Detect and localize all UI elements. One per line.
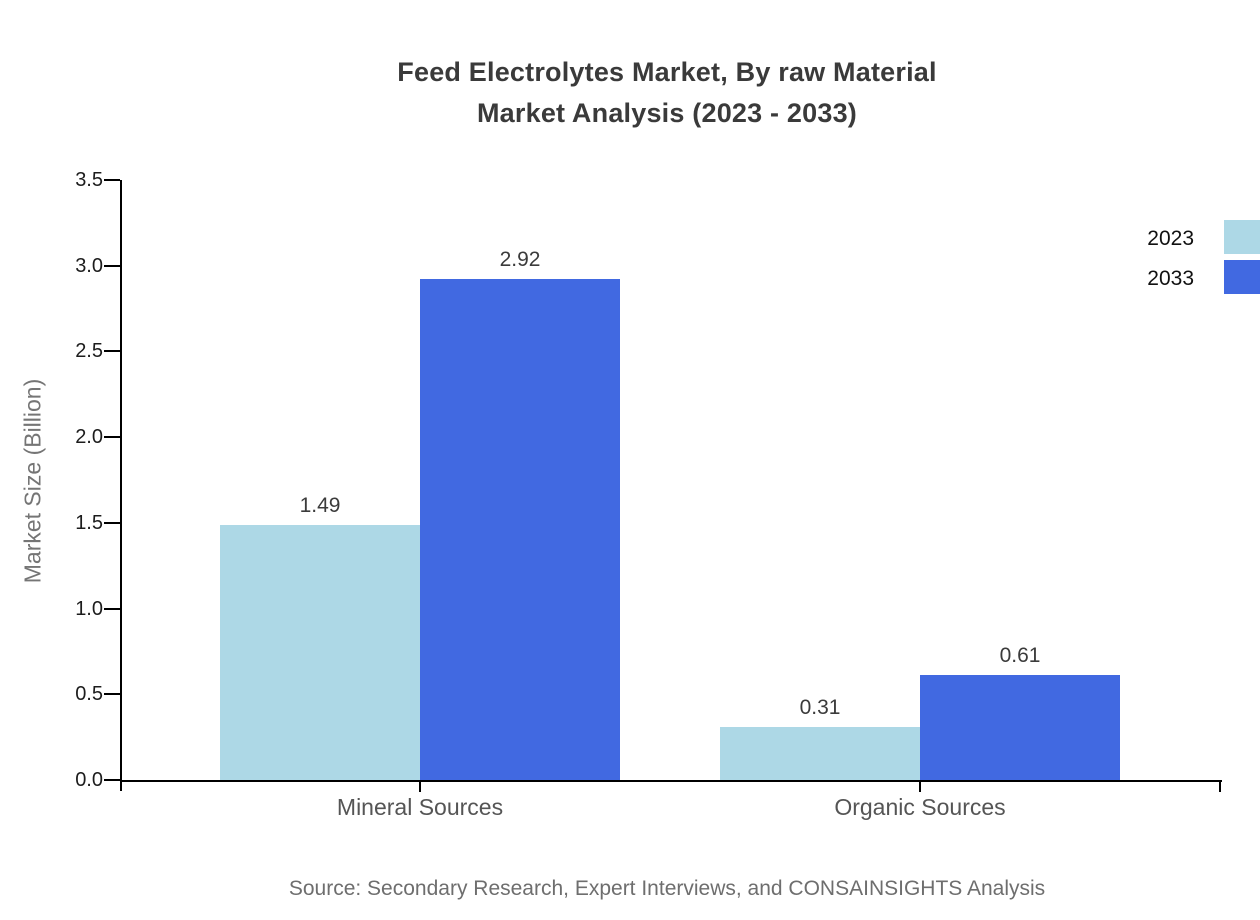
x-axis-spine: [120, 780, 1222, 782]
bar-value-label: 1.49: [299, 494, 341, 517]
bar-mineral-sources-2033: 2.92: [420, 248, 620, 780]
bar-value-label: 0.61: [999, 644, 1041, 667]
y-tick-label: 3.0: [75, 254, 103, 277]
bar-organic-sources-2023: 0.31: [720, 696, 920, 780]
x-tick-mark: [919, 782, 921, 792]
bar-mineral-sources-2023: 1.49: [220, 494, 420, 780]
bar-value-label: 0.31: [799, 696, 841, 719]
x-tick-mark: [1219, 782, 1221, 792]
bar-organic-sources-2033: 0.61: [920, 644, 1120, 780]
y-tick-mark: [104, 607, 120, 610]
y-tick-label: 2.0: [75, 426, 103, 449]
y-axis-title: Market Size (Billion): [19, 378, 46, 584]
y-tick-mark: [104, 179, 120, 181]
source-note: Source: Secondary Research, Expert Inter…: [288, 877, 1046, 900]
y-tick-mark: [104, 693, 120, 696]
y-tick-label: 0.5: [75, 683, 103, 706]
y-tick-label: 2.5: [75, 340, 103, 363]
y-tick-mark: [104, 264, 120, 267]
y-tick-label: 3.5: [75, 169, 103, 191]
chart-title-line2: Market Analysis (2023 - 2033): [476, 98, 857, 128]
x-category-label-organic-sources: Organic Sources: [834, 794, 1006, 820]
x-category-label-mineral-sources: Mineral Sources: [336, 794, 504, 820]
x-tick-mark: [419, 782, 421, 792]
y-tick-mark: [104, 436, 120, 439]
bar-value-label: 2.92: [499, 248, 541, 271]
legend-label-2033: 2033: [1147, 267, 1194, 290]
chart-title: Feed Electrolytes Market, By raw Materia…: [112, 52, 1222, 134]
y-tick-mark: [104, 350, 120, 353]
legend-swatch-2033: [1224, 260, 1260, 294]
chart-title-line1: Feed Electrolytes Market, By raw Materia…: [397, 57, 937, 87]
y-tick-label: 0.0: [75, 769, 103, 791]
y-tick-mark: [104, 521, 120, 524]
y-axis-spine: [120, 180, 122, 791]
legend-label-2023: 2023: [1147, 227, 1194, 250]
y-tick-label: 1.5: [75, 511, 103, 534]
y-tick-mark: [104, 779, 120, 781]
legend-swatch-2023: [1224, 220, 1260, 254]
y-tick-label: 1.0: [75, 597, 103, 620]
